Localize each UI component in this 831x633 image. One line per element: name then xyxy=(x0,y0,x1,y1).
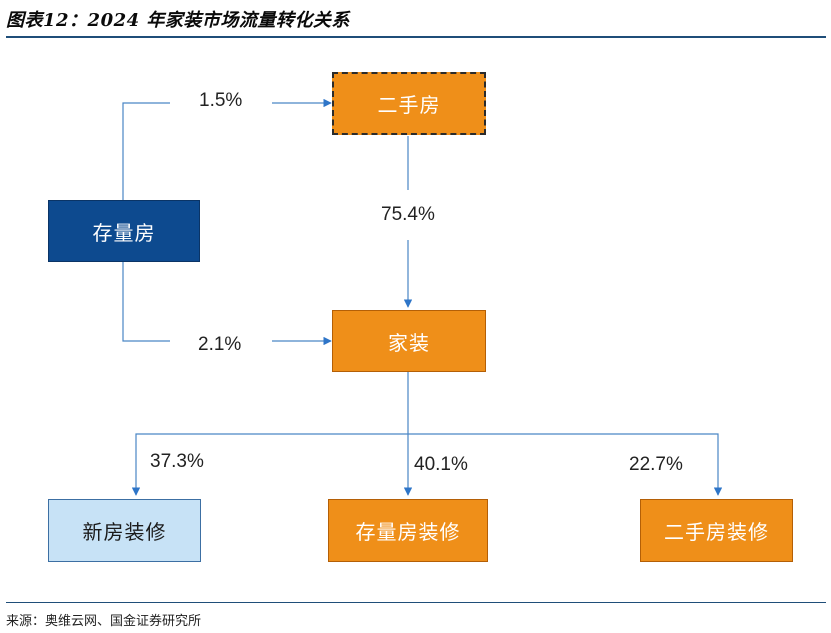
node-second-hand-renovation-label: 二手房装修 xyxy=(664,520,769,544)
edge-label-existing-to-decoration: 2.1% xyxy=(198,334,242,355)
figure-title: 图表12：2024 年家装市场流量转化关系 xyxy=(6,10,350,31)
node-second-hand-label: 二手房 xyxy=(377,93,441,117)
node-existing-home-renovation: 存量房装修 xyxy=(328,499,488,562)
node-existing-home: 存量房 xyxy=(48,200,200,262)
node-second-hand: 二手房 xyxy=(332,72,486,135)
node-second-hand-renovation: 二手房装修 xyxy=(640,499,793,562)
edge-label-existing-to-second-hand: 1.5% xyxy=(199,90,243,111)
edge-label-decoration-to-second-hand: 22.7% xyxy=(629,454,683,475)
title-rule xyxy=(6,36,826,38)
node-home-decoration: 家装 xyxy=(332,310,486,372)
node-new-home-renovation-label: 新房装修 xyxy=(82,520,167,544)
node-new-home-renovation: 新房装修 xyxy=(48,499,201,562)
edge-existing-to-second-hand xyxy=(122,102,170,200)
edge-label-decoration-to-existing: 40.1% xyxy=(414,454,468,475)
node-home-decoration-label: 家装 xyxy=(388,330,430,355)
source-note: 来源：奥维云网、国金证券研究所 xyxy=(6,614,202,629)
edge-existing-to-decoration xyxy=(122,262,170,342)
node-existing-home-renovation-label: 存量房装修 xyxy=(355,520,461,544)
node-existing-home-label: 存量房 xyxy=(92,220,156,245)
source-rule xyxy=(6,602,826,603)
edge-branch-bar xyxy=(131,433,723,496)
edge-label-decoration-to-new: 37.3% xyxy=(150,451,204,472)
edge-label-second-hand-to-decoration: 75.4% xyxy=(381,204,435,225)
